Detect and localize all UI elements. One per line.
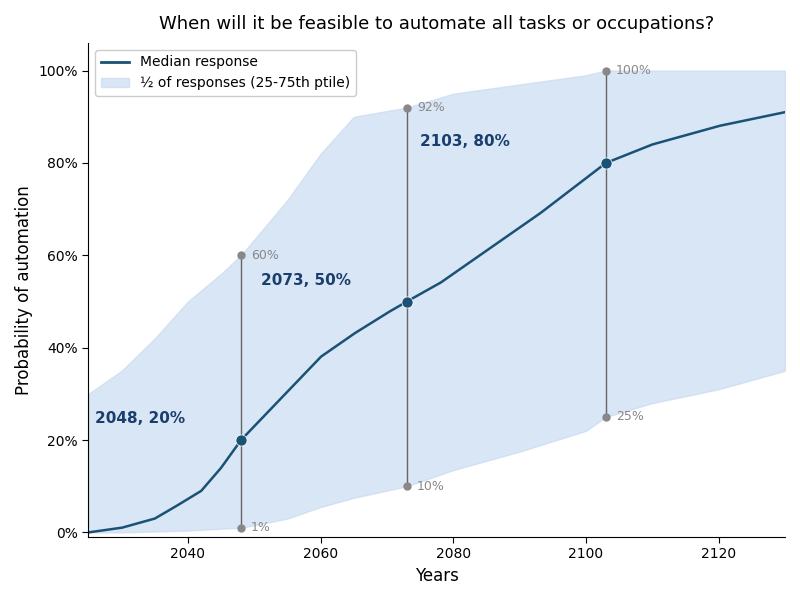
Median response (549, 199, 558, 206)
Median response (207, 475, 217, 482)
Line: Median response: Median response (89, 112, 785, 532)
Legend: Median response, ½ of responses (25-75th ptile): Median response, ½ of responses (25-75th… (95, 50, 355, 96)
Median response (398, 300, 408, 307)
Median response (262, 409, 272, 416)
Text: 2103, 80%: 2103, 80% (420, 134, 510, 149)
Text: 92%: 92% (417, 101, 445, 114)
Text: 2073, 50%: 2073, 50% (261, 272, 351, 287)
Y-axis label: Probability of automation: Probability of automation (15, 185, 33, 395)
Median response (494, 238, 504, 245)
X-axis label: Years: Years (414, 567, 458, 585)
Median response (780, 109, 790, 116)
Text: 10%: 10% (417, 480, 445, 493)
Title: When will it be feasible to automate all tasks or occupations?: When will it be feasible to automate all… (159, 15, 714, 33)
Text: 25%: 25% (616, 410, 644, 424)
Median response (84, 529, 94, 536)
Text: 60%: 60% (251, 249, 279, 262)
Median response (608, 157, 618, 164)
Text: 1%: 1% (251, 521, 271, 534)
Text: 2048, 20%: 2048, 20% (95, 411, 186, 426)
Text: 100%: 100% (616, 64, 652, 77)
